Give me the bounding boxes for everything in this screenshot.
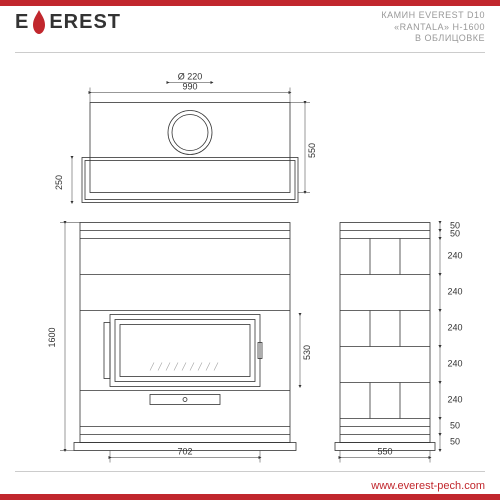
logo-right: EREST [49,11,121,34]
website-url: www.everest-pech.com [371,480,485,492]
dim-height: 1600 [47,327,57,347]
svg-text:240: 240 [447,323,462,333]
title-line1: КАМИН EVEREST D10 [381,10,485,22]
title-line3: В ОБЛИЦОВКЕ [381,33,485,45]
dim-depth: 550 [307,143,317,158]
brand-logo: E EREST [15,10,121,34]
logo-left: E [15,11,29,34]
dim-base: 250 [54,175,64,190]
svg-text:240: 240 [447,395,462,405]
dim-door-h: 530 [302,345,312,360]
svg-text:240: 240 [447,251,462,261]
svg-text:240: 240 [447,287,462,297]
svg-text:50: 50 [450,437,460,447]
dim-door-w: 702 [177,447,192,457]
svg-text:50: 50 [450,421,460,431]
dim-top-width: 990 [182,82,197,92]
dim-side-w: 550 [377,447,392,457]
side-segment-dims: 50 50 240 240 240 240 240 50 50 [440,221,463,451]
flame-icon [30,10,48,34]
title-line2: «RANTALA» H-1600 [381,22,485,34]
technical-drawing: 990 Ø 220 550 250 [20,60,480,465]
svg-text:240: 240 [447,359,462,369]
title-block: КАМИН EVEREST D10 «RANTALA» H-1600 В ОБЛ… [381,10,485,45]
svg-text:50: 50 [450,229,460,239]
dim-flue: Ø 220 [178,72,203,82]
